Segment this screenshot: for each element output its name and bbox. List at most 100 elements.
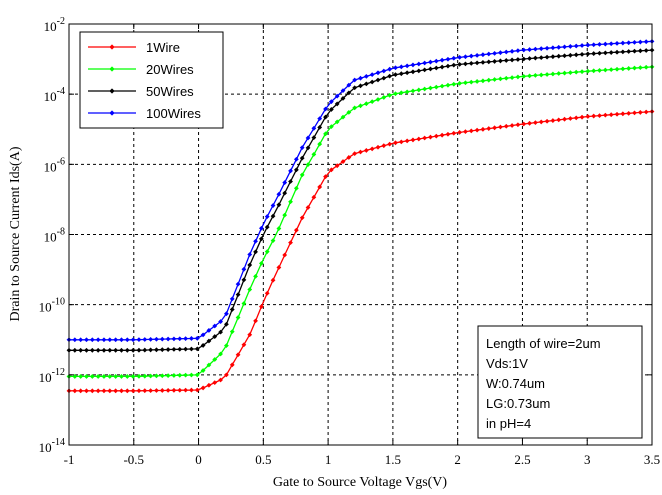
data-point	[614, 66, 620, 72]
data-point	[480, 78, 486, 84]
data-point	[509, 57, 515, 63]
data-point	[224, 372, 229, 378]
x-tick-label: 0.5	[255, 452, 271, 467]
data-point	[433, 65, 439, 71]
data-point	[159, 388, 165, 393]
series-1wire	[66, 109, 655, 394]
data-point	[276, 265, 282, 270]
data-point	[107, 337, 113, 343]
data-point	[527, 73, 532, 79]
series-20wires	[66, 64, 655, 379]
data-point	[293, 227, 299, 233]
data-point	[387, 141, 393, 147]
data-point	[323, 114, 328, 120]
data-point	[556, 53, 562, 59]
data-point	[177, 346, 183, 352]
data-point	[148, 336, 154, 342]
data-point	[258, 260, 264, 266]
data-point	[305, 162, 311, 168]
data-point	[328, 167, 334, 173]
data-point	[358, 103, 363, 109]
data-point	[416, 87, 422, 93]
y-tick-label: 10-14	[39, 437, 65, 455]
data-point	[194, 387, 200, 393]
data-point	[626, 110, 632, 116]
data-point	[171, 336, 177, 342]
data-point	[521, 47, 527, 53]
data-point	[264, 249, 270, 255]
data-point	[602, 41, 608, 47]
data-point	[498, 58, 503, 64]
data-point	[457, 55, 463, 60]
data-point	[270, 213, 276, 219]
data-point	[585, 42, 591, 48]
data-point	[579, 51, 585, 57]
data-point	[375, 97, 381, 102]
data-point	[95, 388, 101, 394]
legend-item: 1Wire	[88, 40, 180, 55]
data-point	[375, 144, 381, 150]
data-point	[358, 75, 363, 81]
data-point	[130, 337, 136, 343]
data-point	[375, 77, 381, 83]
data-point	[229, 362, 235, 368]
data-point	[142, 373, 148, 379]
data-point	[585, 114, 591, 119]
y-tick-label: 10-12	[39, 367, 65, 385]
data-point	[305, 135, 311, 141]
x-axis-label: Gate to Source Voltage Vgs(V)	[273, 475, 448, 490]
data-point	[597, 50, 602, 56]
data-point	[311, 125, 317, 131]
data-point	[293, 156, 299, 162]
x-tick-label: 3.5	[644, 452, 660, 467]
data-point	[334, 163, 340, 169]
data-point	[352, 105, 358, 111]
data-point	[404, 70, 410, 76]
data-point	[328, 124, 334, 130]
data-point	[328, 107, 334, 112]
data-point	[218, 351, 223, 357]
data-point	[393, 91, 398, 97]
data-point	[189, 387, 194, 393]
data-point	[241, 266, 247, 272]
annotation-line: Length of wire=2um	[486, 336, 601, 351]
data-point	[503, 49, 509, 55]
data-point	[410, 69, 416, 75]
data-point	[130, 388, 136, 394]
data-point	[218, 329, 223, 335]
data-point	[346, 90, 352, 96]
data-point	[282, 212, 288, 218]
data-point	[463, 129, 468, 135]
data-point	[416, 68, 422, 74]
x-tick-label: 2	[454, 452, 461, 467]
data-point	[159, 336, 165, 342]
data-point	[247, 287, 253, 292]
data-point	[398, 139, 404, 145]
data-point	[346, 155, 352, 160]
data-point	[189, 372, 194, 378]
data-point	[142, 347, 148, 353]
data-point	[183, 346, 188, 352]
data-point	[78, 388, 84, 394]
data-point	[404, 138, 410, 144]
data-point	[293, 185, 299, 191]
data-point	[165, 336, 171, 342]
data-point	[387, 92, 393, 98]
data-point	[410, 62, 416, 68]
data-point	[229, 307, 235, 312]
data-point	[200, 385, 206, 391]
data-point	[375, 70, 381, 76]
series-50wires	[66, 47, 655, 353]
data-point	[544, 45, 550, 51]
data-point	[428, 66, 433, 72]
data-point	[235, 315, 241, 320]
data-point	[428, 85, 433, 91]
data-point	[340, 114, 346, 120]
data-point	[550, 54, 556, 60]
data-point	[124, 337, 130, 343]
data-point	[136, 337, 142, 343]
data-point	[544, 118, 550, 124]
data-point	[637, 110, 643, 115]
data-point	[154, 347, 159, 353]
